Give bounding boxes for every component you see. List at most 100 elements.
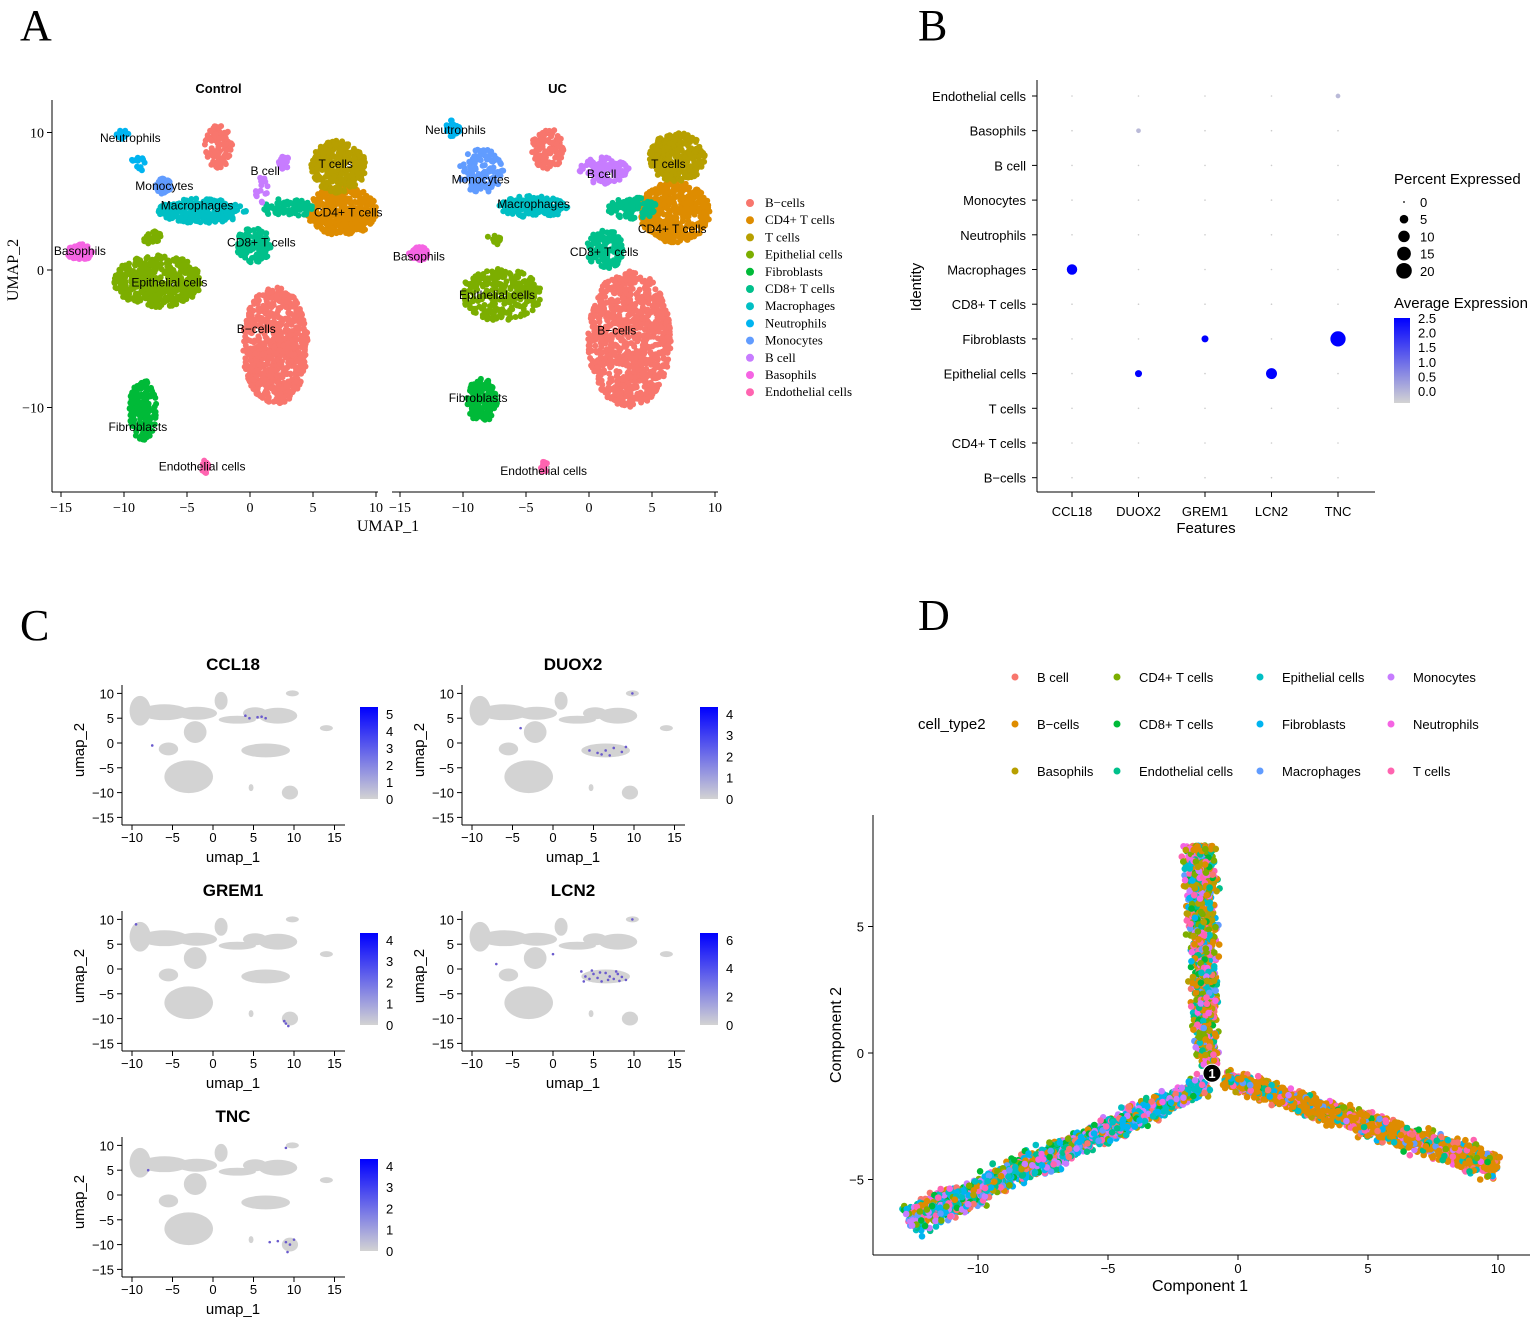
cell-point [211, 123, 218, 130]
cell-point [585, 349, 592, 356]
cell-point [153, 230, 160, 237]
cell-point [183, 267, 190, 274]
cell-point [536, 146, 543, 153]
y-axis-title: UMAP_2 [5, 239, 22, 301]
cell-point [246, 310, 252, 317]
cell-point [350, 181, 357, 188]
cell-point [222, 141, 229, 148]
cell-point [258, 182, 265, 189]
cell-point [686, 173, 693, 180]
cell-point [319, 225, 325, 232]
cell-point [605, 311, 612, 318]
cell-point [256, 361, 263, 368]
cell-point [224, 154, 231, 161]
cell-point [254, 295, 261, 302]
cell-point [634, 390, 641, 397]
cell-point [258, 198, 265, 205]
cell-point [151, 391, 157, 398]
cell-point [297, 311, 304, 317]
cell-point [152, 408, 159, 415]
cell-point [372, 213, 379, 219]
cell-point [368, 219, 375, 226]
cell-point [689, 136, 696, 143]
cell-point [657, 291, 664, 298]
cell-point [247, 357, 254, 364]
cell-point [613, 368, 620, 375]
cell-point [259, 340, 266, 347]
cell-point [370, 197, 377, 204]
cluster-label: T cells [318, 157, 352, 171]
cluster-label: Endothelial cells [159, 460, 246, 474]
cell-point [540, 154, 546, 160]
cell-point [539, 129, 546, 136]
x-tick-label: −15 [389, 501, 411, 516]
cell-point [283, 369, 290, 376]
cell-point [535, 162, 542, 168]
cell-point [243, 366, 249, 373]
cell-point [296, 357, 303, 364]
cell-point [527, 276, 534, 283]
cell-point [260, 361, 267, 368]
cell-point [142, 261, 149, 267]
cell-point [343, 224, 350, 231]
cell-point [598, 287, 605, 294]
cell-point [282, 303, 289, 310]
cell-point [489, 310, 496, 317]
cell-point [263, 305, 270, 312]
cell-point [619, 396, 626, 403]
cell-point [218, 130, 225, 137]
y-tick-label: 10 [30, 127, 44, 142]
cell-point [641, 314, 648, 321]
cell-point [332, 212, 339, 219]
cluster-b-cells [240, 284, 311, 407]
cell-point [632, 301, 639, 308]
cell-point [268, 295, 275, 301]
cell-point [127, 393, 134, 400]
cell-point [148, 303, 155, 310]
cell-point [274, 372, 281, 379]
panel-label-b: B [918, 1, 947, 50]
cell-point [290, 294, 297, 301]
cell-point [686, 200, 693, 206]
cell-point [507, 271, 514, 278]
cluster-label: B cell [250, 164, 279, 178]
cell-point [547, 161, 554, 168]
cell-point [666, 198, 672, 205]
cell-point [320, 144, 327, 151]
cell-point [259, 351, 266, 358]
cell-point [591, 368, 598, 375]
cell-point [290, 312, 297, 319]
cell-point [223, 147, 230, 154]
cell-point [678, 190, 685, 197]
cell-point [240, 252, 247, 258]
x-tick-label: −5 [519, 501, 534, 516]
cell-point [695, 144, 702, 151]
cell-point [196, 212, 203, 219]
cell-point [127, 399, 134, 406]
cell-point [235, 249, 242, 256]
cluster-epithelial-cells [141, 228, 164, 247]
cell-point [607, 346, 613, 353]
cell-point [206, 219, 212, 226]
cell-point [646, 150, 653, 157]
cell-point [684, 142, 691, 149]
x-tick-label: 5 [310, 501, 317, 516]
x-axis-title: UMAP_1 [357, 518, 419, 535]
cell-point [357, 194, 363, 201]
cell-point [597, 298, 604, 305]
cell-point [250, 339, 257, 346]
cell-point [329, 225, 336, 232]
facet-title: Control [195, 81, 241, 96]
cell-point [170, 267, 177, 273]
cell-point [668, 149, 675, 156]
cluster-label: Macrophages [161, 198, 234, 212]
x-tick-label: −10 [113, 501, 135, 516]
cell-point [686, 165, 693, 172]
cluster-t-cells [308, 137, 368, 196]
x-tick-label: −15 [50, 501, 72, 516]
cell-point [279, 358, 285, 365]
cell-point [295, 349, 302, 356]
cell-point [597, 354, 604, 361]
